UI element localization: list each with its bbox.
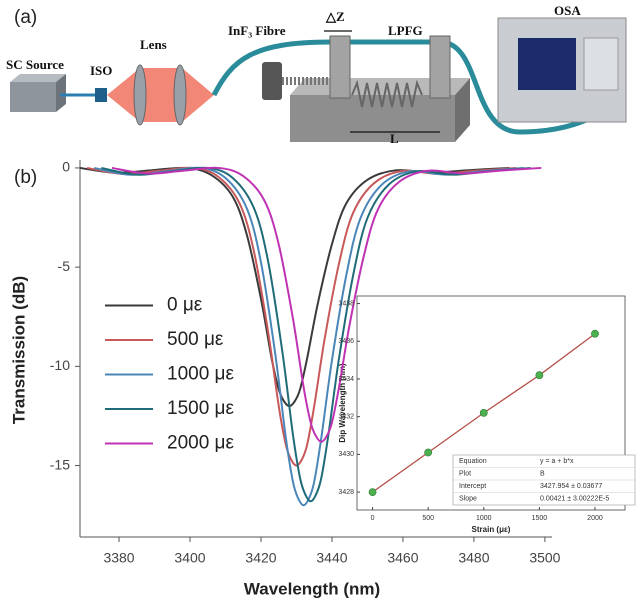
x-tick-label: 3380 [103, 550, 134, 566]
lens [133, 64, 147, 126]
x-tick-label: 3460 [387, 550, 418, 566]
panel-label: (a) [14, 7, 37, 28]
y-tick-label: 3436 [338, 338, 354, 345]
component-label: ISO [90, 63, 112, 78]
legend-label: 1000 με [167, 364, 234, 385]
inset-x-title: Strain (με) [472, 525, 511, 534]
component-label: L [390, 131, 399, 146]
table-cell: B [540, 471, 545, 478]
inset-y-title: Dip Wavelength (nm) [338, 363, 347, 443]
y-axis-title: Transmission (dB) [9, 276, 28, 424]
series-line [101, 166, 531, 503]
isolator [95, 88, 107, 102]
table-cell: Plot [459, 471, 471, 478]
y-tick-label: 3428 [338, 489, 354, 496]
osa-keys [583, 37, 619, 91]
legend-label: 0 με [167, 295, 203, 316]
y-tick-label: 3438 [338, 300, 354, 307]
component-label: SC Source [6, 57, 64, 72]
x-tick-label: 500 [422, 515, 434, 522]
table-cell: 3427.954 ± 0.03677 [540, 483, 602, 490]
y-tick-label: 0 [62, 159, 70, 175]
legend-label: 500 με [167, 329, 224, 350]
x-axis-title: Wavelength (nm) [244, 579, 380, 598]
beam [107, 68, 214, 122]
data-point [479, 408, 488, 417]
table-cell: Equation [459, 458, 487, 465]
component-label: OSA [554, 3, 581, 18]
series-line [86, 166, 517, 467]
data-point [591, 329, 599, 338]
table-cell: 0.00421 ± 3.00222E-5 [540, 496, 609, 503]
x-tick-label: 0 [371, 515, 375, 522]
clamp-post [329, 35, 351, 99]
table-cell: Intercept [459, 483, 486, 490]
source-top [10, 74, 66, 82]
y-tick-label: -10 [50, 357, 70, 373]
y-tick-label: 3432 [338, 414, 354, 421]
clamp-side [455, 78, 470, 142]
x-tick-label: 2000 [587, 515, 603, 522]
x-tick-label: 3400 [174, 550, 205, 566]
legend-label: 2000 με [167, 433, 234, 454]
component-label: △Z [325, 9, 345, 24]
osa-screen [518, 38, 576, 90]
legend-label: 1500 με [167, 398, 234, 419]
panel-label: (b) [14, 167, 37, 188]
x-tick-label: 1000 [476, 515, 492, 522]
component-label: InF₃ Fibre [228, 23, 286, 38]
x-tick-label: 3420 [245, 550, 276, 566]
lens [173, 64, 187, 126]
component-label: LPFG [388, 23, 423, 38]
spring [351, 79, 423, 108]
data-point [368, 488, 377, 496]
series-line [111, 166, 542, 443]
table-cell: y = a + b*x [540, 458, 574, 465]
x-tick-label: 3440 [316, 550, 347, 566]
screw-knob [262, 62, 282, 100]
y-tick-label: -5 [58, 258, 71, 274]
y-tick-label: 3430 [338, 451, 354, 458]
clamp-post [429, 35, 451, 99]
component-label: Lens [140, 37, 167, 52]
source-side [56, 74, 66, 112]
x-tick-label: 3480 [458, 550, 489, 566]
data-point [424, 448, 433, 457]
y-tick-label: -15 [50, 456, 70, 472]
fibre [211, 39, 614, 135]
y-tick-label: 3434 [338, 376, 354, 383]
series-line [94, 166, 524, 507]
table-cell: Slope [459, 496, 477, 503]
schematic: (a) SC Source ISO Lens InF₃ Fibre △Z LPF… [6, 3, 627, 146]
source-box [10, 82, 56, 112]
data-point [535, 371, 544, 380]
x-tick-label: 1500 [532, 515, 548, 522]
x-tick-label: 3500 [529, 550, 560, 566]
